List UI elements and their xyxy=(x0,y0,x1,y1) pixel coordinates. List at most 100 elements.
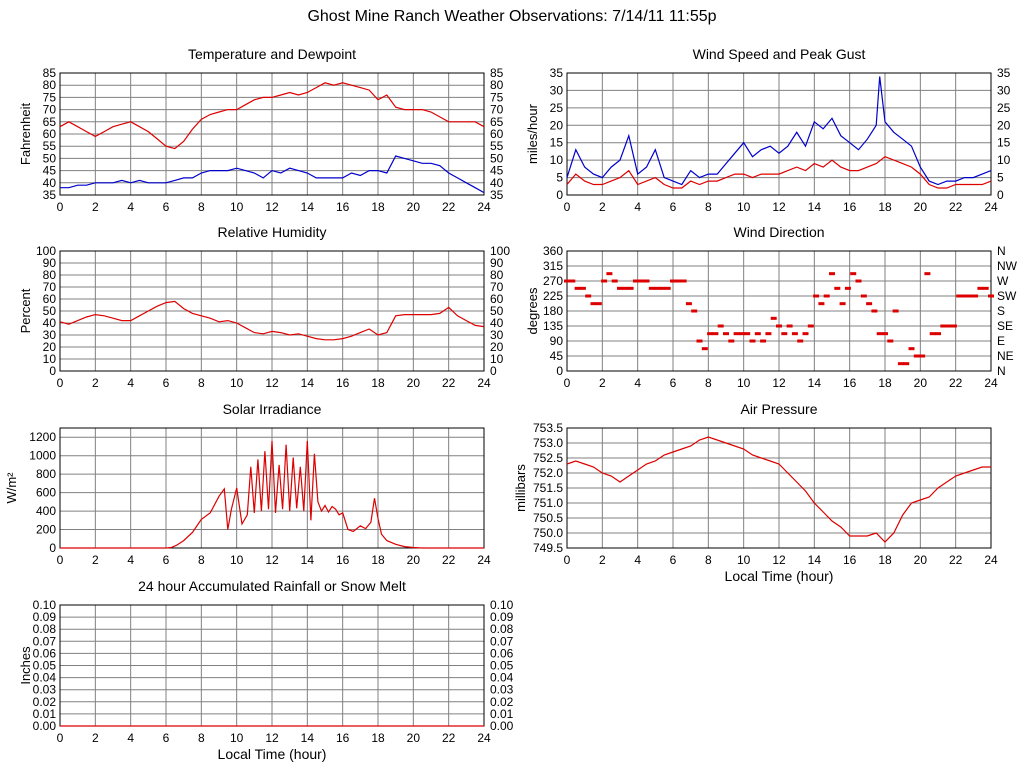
right-axis-label: 100 xyxy=(490,244,510,258)
y-tick-label: 65 xyxy=(43,115,57,129)
data-point xyxy=(988,294,994,298)
x-tick-label: 0 xyxy=(57,553,64,567)
x-tick-label: 2 xyxy=(599,200,606,214)
x-tick-label: 4 xyxy=(127,200,134,214)
data-point xyxy=(791,332,798,336)
x-tick-label: 8 xyxy=(198,731,205,745)
data-point xyxy=(897,362,904,366)
y-tick-label: 75 xyxy=(43,90,57,104)
x-tick-label: 10 xyxy=(230,200,244,214)
x-tick-label: 14 xyxy=(301,553,315,567)
x-tick-label: 24 xyxy=(477,553,491,567)
plot-frame xyxy=(59,72,485,196)
data-point xyxy=(972,294,979,298)
right-axis-label: 70 xyxy=(490,103,504,117)
chart-title: 24 hour Accumulated Rainfall or Snow Mel… xyxy=(138,578,406,594)
right-axis-label: 5 xyxy=(997,171,1004,185)
y-tick-label: 200 xyxy=(36,523,56,537)
right-axis-label: 60 xyxy=(490,292,504,306)
right-axis-label: SE xyxy=(997,319,1013,333)
x-tick-label: 22 xyxy=(949,376,963,390)
y-tick-label: 800 xyxy=(36,467,56,481)
series-line-0 xyxy=(59,82,485,150)
data-point xyxy=(961,294,968,298)
x-tick-label: 22 xyxy=(949,553,963,567)
x-tick-label: 20 xyxy=(407,200,421,214)
right-axis-label: 0.01 xyxy=(490,707,514,721)
right-axis-label: 0.10 xyxy=(490,598,514,612)
y-tick-label: 752.0 xyxy=(533,466,563,480)
data-point xyxy=(860,294,867,298)
x-tick-label: 10 xyxy=(230,553,244,567)
x-tick-label: 20 xyxy=(914,200,928,214)
y-tick-label: 0 xyxy=(49,364,56,378)
plot-frame xyxy=(59,427,485,549)
x-tick-label: 16 xyxy=(336,553,350,567)
data-point xyxy=(574,286,581,290)
x-tick-label: 12 xyxy=(772,553,786,567)
data-point xyxy=(770,316,777,320)
x-tick-label: 8 xyxy=(198,376,205,390)
right-axis-label: 35 xyxy=(997,66,1011,80)
data-point xyxy=(866,302,873,306)
data-point xyxy=(876,332,883,336)
y-tick-label: 45 xyxy=(43,164,57,178)
y-tick-label: 10 xyxy=(43,352,57,366)
y-tick-label: 50 xyxy=(43,151,57,165)
x-tick-label: 4 xyxy=(127,376,134,390)
y-tick-label: 360 xyxy=(543,244,563,258)
right-axis-label: NW xyxy=(997,259,1018,273)
data-point xyxy=(776,324,782,328)
y-tick-label: 0.05 xyxy=(33,659,57,673)
x-tick-label: 12 xyxy=(772,376,786,390)
data-point xyxy=(945,324,952,328)
chart-title: Temperature and Dewpoint xyxy=(188,46,356,62)
x-tick-label: 16 xyxy=(336,200,350,214)
x-tick-label: 16 xyxy=(336,731,350,745)
x-tick-label: 8 xyxy=(705,200,712,214)
right-axis-label: 35 xyxy=(490,188,504,202)
data-point xyxy=(723,332,729,336)
y-tick-label: 751.0 xyxy=(533,496,563,510)
x-tick-label: 16 xyxy=(843,376,857,390)
y-tick-label: 0 xyxy=(49,541,56,555)
y-tick-label: 750.5 xyxy=(533,511,563,525)
right-axis-label: 75 xyxy=(490,90,504,104)
y-tick-label: 30 xyxy=(550,83,564,97)
x-tick-label: 18 xyxy=(878,376,892,390)
x-tick-label: 10 xyxy=(230,376,244,390)
x-tick-label: 22 xyxy=(442,200,456,214)
data-point xyxy=(675,279,682,283)
x-tick-label: 22 xyxy=(949,200,963,214)
y-axis-label: degrees xyxy=(525,287,540,334)
y-tick-label: 0.03 xyxy=(33,683,57,697)
x-tick-label: 2 xyxy=(92,376,99,390)
data-point xyxy=(754,332,761,336)
y-tick-label: 90 xyxy=(550,334,564,348)
data-point xyxy=(643,279,650,283)
y-tick-label: 753.0 xyxy=(533,436,563,450)
y-tick-label: 40 xyxy=(43,316,57,330)
data-point xyxy=(765,332,772,336)
data-point xyxy=(903,362,910,366)
y-tick-label: 0.07 xyxy=(33,634,57,648)
data-point xyxy=(919,354,926,358)
x-tick-label: 18 xyxy=(371,731,385,745)
y-tick-label: 0.01 xyxy=(33,707,57,721)
right-axis-label: 10 xyxy=(490,352,504,366)
data-point xyxy=(569,279,576,283)
x-tick-label: 2 xyxy=(92,200,99,214)
right-axis-label: 0 xyxy=(490,364,497,378)
right-axis-label: E xyxy=(997,334,1005,348)
data-point xyxy=(670,279,676,283)
x-tick-label: 12 xyxy=(265,200,279,214)
y-tick-label: 400 xyxy=(36,504,56,518)
x-tick-label: 0 xyxy=(564,200,571,214)
data-point xyxy=(564,279,570,283)
series-line-0 xyxy=(60,440,484,549)
x-tick-label: 12 xyxy=(265,731,279,745)
y-tick-label: 0 xyxy=(556,364,563,378)
right-axis-label: 15 xyxy=(997,136,1011,150)
